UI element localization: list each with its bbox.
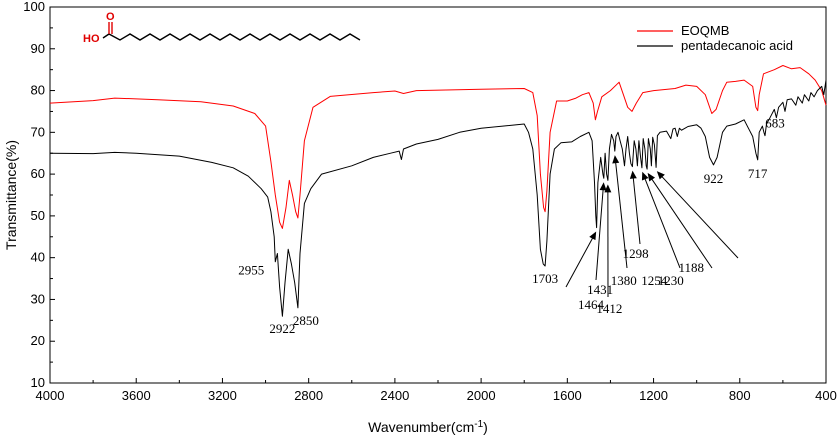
hydroxyl-label: HO: [83, 33, 100, 45]
peak-label: 1230: [658, 273, 684, 288]
peak-arrow-line: [643, 176, 681, 269]
peak-label: 1431: [587, 282, 613, 297]
peak-arrow-head: [629, 170, 637, 179]
x-tick-label: 2000: [467, 388, 496, 403]
x-tick-label: 800: [729, 388, 751, 403]
peak-label: 2922: [269, 321, 295, 336]
y-tick-label: 60: [31, 166, 45, 181]
peak-arrow-line: [614, 160, 628, 269]
peak-label: 922: [704, 171, 724, 186]
series-line-pentadecanoic-acid: [49, 80, 827, 317]
y-tick-label: 50: [31, 208, 45, 223]
peak-label: 2850: [293, 313, 319, 328]
peak-arrow-line: [595, 187, 604, 281]
peak-label: 1254: [641, 273, 668, 288]
x-tick-label: 3200: [208, 388, 237, 403]
peak-arrow-head: [589, 231, 597, 241]
x-tick-label: 400: [815, 388, 837, 403]
oxygen-atom-label: O: [106, 11, 115, 23]
peak-label: 1464: [578, 297, 605, 312]
x-tick-label: 2800: [294, 388, 323, 403]
peak-arrow-head: [612, 155, 620, 164]
x-tick-label: 2400: [380, 388, 409, 403]
plot-frame: [49, 6, 827, 384]
y-tick-label: 90: [31, 41, 45, 56]
legend-label-pentadecanoic: pentadecanoic acid: [681, 38, 793, 53]
peak-label: 717: [748, 166, 768, 181]
carbon-chain: [102, 33, 361, 41]
x-axis-title: Wavenumber(cm-1): [368, 419, 488, 435]
peak-arrow-head: [604, 184, 612, 193]
peak-label: 683: [765, 116, 785, 131]
y-tick-label: 20: [31, 333, 45, 348]
peak-label: 2955: [238, 263, 264, 278]
legend: EOQMB pentadecanoic acid: [637, 23, 793, 53]
peak-arrow-line: [659, 174, 739, 259]
x-tick-label: 1200: [639, 388, 668, 403]
x-tick-label: 1600: [553, 388, 582, 403]
x-tick-label: 4000: [36, 388, 65, 403]
peak-arrow-line: [565, 235, 595, 288]
peak-label: 1380: [611, 273, 637, 288]
peak-label: 1188: [679, 260, 705, 275]
legend-label-eoqmb: EOQMB: [681, 23, 729, 38]
series-layer: [49, 65, 827, 317]
y-tick-label: 70: [31, 124, 45, 139]
molecule-structure: O HO: [83, 11, 361, 45]
x-axis-ticks: 4000 3600 3200 2800 2400 2000 1600 1200 800 400: [36, 378, 837, 403]
peak-arrow-head: [656, 171, 665, 180]
x-tick-label: 3600: [122, 388, 151, 403]
y-tick-label: 30: [31, 291, 45, 306]
peak-arrow-line: [650, 176, 713, 269]
peak-arrow-head: [599, 182, 607, 191]
peak-arrow-line: [632, 175, 641, 245]
peak-label: 1298: [623, 246, 649, 261]
y-axis-ticks: 10 20 30 40 50 60 70 80 90 100: [23, 0, 55, 390]
peak-arrow-head: [647, 172, 656, 182]
y-axis-title: Transmittance(%): [3, 140, 19, 250]
peak-arrow-head: [641, 171, 649, 181]
y-tick-label: 40: [31, 250, 45, 265]
y-tick-label: 80: [31, 83, 45, 98]
peak-label: 1412: [596, 301, 622, 316]
y-tick-label: 10: [31, 375, 45, 390]
series-line-eoqmb: [49, 65, 827, 229]
y-tick-label: 100: [23, 0, 45, 14]
peak-label: 1703: [532, 271, 558, 286]
